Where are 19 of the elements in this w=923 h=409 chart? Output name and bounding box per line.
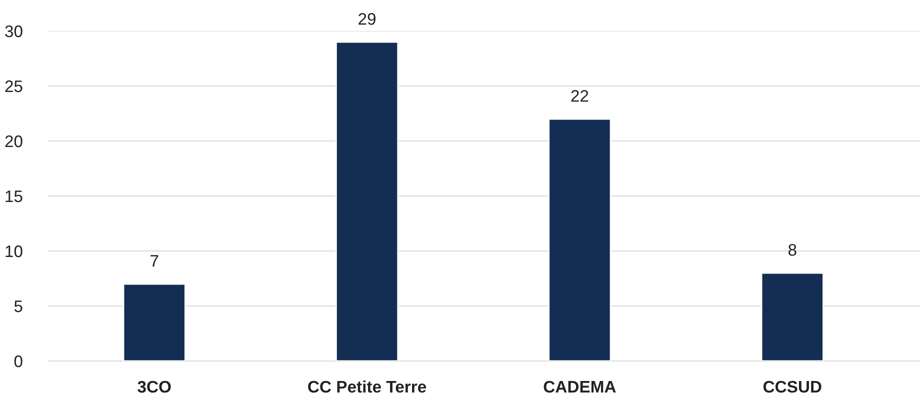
y-tick-label: 20	[5, 135, 22, 148]
bar	[548, 118, 612, 361]
y-tick-label: 10	[6, 245, 22, 258]
x-tick-label: CC Petite Terre	[308, 380, 426, 393]
data-label: 7	[150, 255, 158, 267]
data-label: 22	[571, 90, 588, 102]
data-label: 29	[358, 13, 376, 25]
y-tick-label: 30	[5, 25, 22, 38]
y-tick-label: 15	[6, 190, 22, 202]
x-tick-label: 3CO	[138, 380, 171, 393]
y-tick-label: 5	[14, 300, 22, 312]
y-tick-label: 25	[5, 80, 22, 92]
data-label: 8	[788, 244, 796, 256]
bar	[335, 41, 399, 361]
bar	[760, 272, 824, 361]
x-tick-label: CADEMA	[544, 380, 616, 393]
y-tick-label: 0	[14, 355, 22, 368]
bar	[122, 283, 186, 361]
x-tick-label: CCSUD	[763, 380, 822, 393]
